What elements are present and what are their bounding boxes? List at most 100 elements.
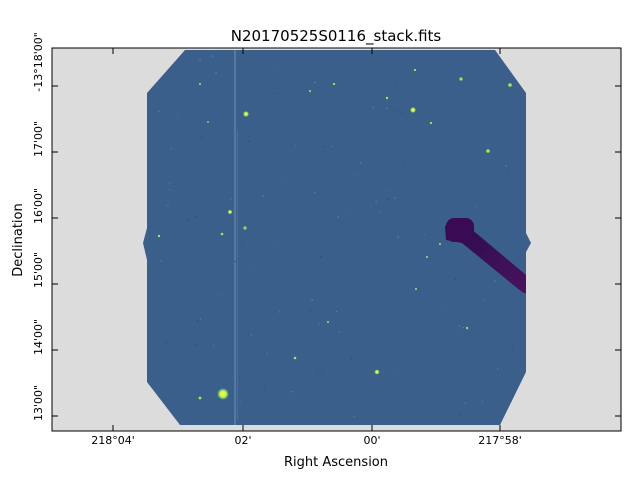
faint-star — [301, 135, 303, 138]
faint-star — [318, 324, 320, 326]
faint-star — [460, 413, 462, 416]
faint-star — [168, 182, 170, 184]
faint-star — [244, 227, 246, 229]
faint-star — [474, 205, 476, 207]
faint-star — [315, 239, 317, 241]
faint-star — [424, 234, 426, 236]
column-artifact — [234, 50, 236, 425]
faint-star — [191, 174, 193, 176]
faint-star — [213, 344, 215, 347]
star — [465, 326, 469, 330]
faint-star — [442, 307, 443, 309]
faint-star — [323, 145, 326, 148]
faint-star — [335, 310, 338, 313]
faint-star — [295, 145, 297, 147]
faint-star — [421, 171, 423, 173]
faint-star — [259, 419, 261, 420]
faint-star — [350, 156, 352, 158]
faint-star — [357, 63, 359, 65]
star — [486, 149, 490, 153]
faint-star — [397, 371, 399, 373]
faint-star — [250, 333, 253, 336]
faint-star — [321, 407, 323, 409]
faint-star — [278, 284, 280, 286]
star — [374, 369, 380, 375]
faint-star — [173, 184, 175, 186]
faint-star — [505, 164, 507, 167]
faint-star — [393, 197, 396, 199]
star — [293, 356, 297, 360]
star — [227, 209, 233, 215]
faint-star — [160, 260, 162, 262]
faint-star — [494, 280, 496, 282]
faint-star — [310, 310, 312, 312]
faint-star — [450, 204, 452, 206]
faint-star — [325, 215, 327, 217]
faint-star — [199, 58, 201, 61]
faint-star — [337, 216, 340, 218]
faint-star — [218, 294, 220, 296]
faint-star — [253, 268, 255, 270]
star — [207, 121, 209, 123]
faint-star — [385, 189, 387, 191]
faint-star — [347, 398, 349, 400]
faint-star — [509, 242, 511, 244]
faint-star — [512, 380, 514, 382]
faint-star — [386, 107, 389, 110]
faint-star — [187, 219, 190, 222]
faint-star — [459, 325, 461, 327]
star — [426, 256, 428, 258]
star-field — [149, 55, 514, 420]
faint-star — [334, 73, 336, 75]
faint-star — [358, 261, 360, 263]
faint-star — [331, 145, 333, 148]
faint-star — [372, 106, 375, 109]
image-frame — [143, 50, 531, 425]
faint-star — [178, 376, 180, 378]
faint-star — [318, 369, 320, 371]
y-ticks — [52, 85, 621, 417]
star — [429, 121, 433, 125]
star — [327, 321, 329, 323]
faint-star — [354, 175, 356, 177]
faint-star — [189, 235, 191, 237]
faint-star — [239, 400, 241, 402]
faint-star — [168, 189, 171, 191]
faint-star — [272, 240, 274, 242]
faint-star — [507, 172, 509, 175]
faint-star — [320, 372, 322, 375]
faint-star — [200, 136, 202, 138]
faint-star — [482, 400, 484, 402]
star — [385, 96, 389, 100]
faint-star — [395, 82, 398, 84]
faint-star — [165, 341, 168, 344]
faint-star — [263, 385, 266, 387]
faint-star — [158, 110, 160, 113]
star — [243, 111, 249, 117]
plot-title: N20170525S0116_stack.fits — [231, 27, 442, 46]
star — [439, 243, 441, 245]
faint-star — [460, 119, 462, 121]
faint-star — [291, 87, 294, 89]
y-tick-label: 15'00" — [32, 252, 45, 288]
y-axis-label: Declination — [11, 203, 26, 277]
faint-star — [298, 158, 300, 160]
faint-star — [311, 298, 314, 301]
star — [220, 232, 224, 236]
faint-star — [154, 144, 156, 145]
faint-star — [262, 195, 264, 197]
faint-star — [333, 259, 335, 261]
faint-star — [196, 320, 199, 322]
star — [309, 90, 311, 92]
faint-star — [213, 414, 215, 416]
faint-star — [353, 415, 356, 418]
faint-star — [224, 247, 226, 249]
faint-star — [212, 68, 214, 70]
faint-star — [496, 368, 499, 370]
faint-star — [175, 113, 177, 115]
y-tick-label: 16'00" — [32, 188, 45, 224]
faint-star — [156, 167, 158, 169]
column-artifact — [237, 130, 238, 420]
faint-star — [234, 260, 236, 263]
